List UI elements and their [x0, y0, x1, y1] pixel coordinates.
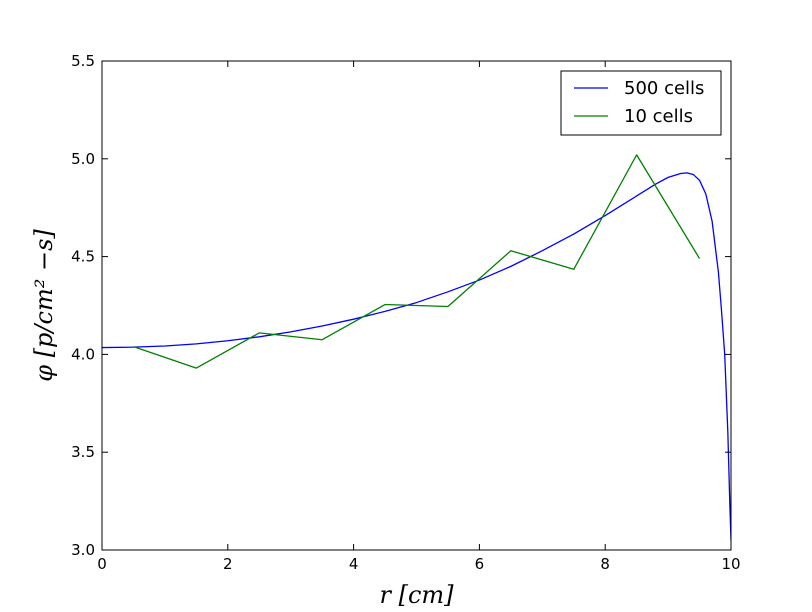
x-tick-label: 4: [349, 555, 359, 573]
legend-label-1: 500 cells: [624, 78, 704, 99]
x-tick-label: 10: [721, 555, 740, 573]
y-tick-label: 4.5: [71, 248, 95, 266]
legend-box: [560, 70, 722, 136]
y-tick-label: 3.5: [71, 443, 95, 461]
y-axis-label: φ [p/cm² −s]: [30, 229, 58, 382]
y-tick-label: 4.0: [71, 345, 95, 363]
y-tick-label: 5.5: [71, 52, 95, 70]
ticks-layer: 0 2 4 6 8 10 3.0 3.5 4.0 4.5 5.0 5.5: [71, 52, 740, 573]
legend: 500 cells 10 cells: [560, 70, 722, 136]
x-tick-label: 6: [475, 555, 485, 573]
series-line-2: [133, 154, 701, 369]
legend-label-2: 10 cells: [624, 106, 693, 127]
plot-frame: [101, 60, 732, 551]
x-tick-label: 2: [223, 555, 233, 573]
y-tick-label: 3.0: [71, 541, 95, 559]
x-tick-label: 8: [600, 555, 610, 573]
x-tick-label: 0: [97, 555, 107, 573]
series-layer: [102, 154, 731, 541]
y-tick-label: 5.0: [71, 150, 95, 168]
series-line-1: [102, 172, 731, 541]
x-axis-label: r [cm]: [379, 581, 454, 609]
